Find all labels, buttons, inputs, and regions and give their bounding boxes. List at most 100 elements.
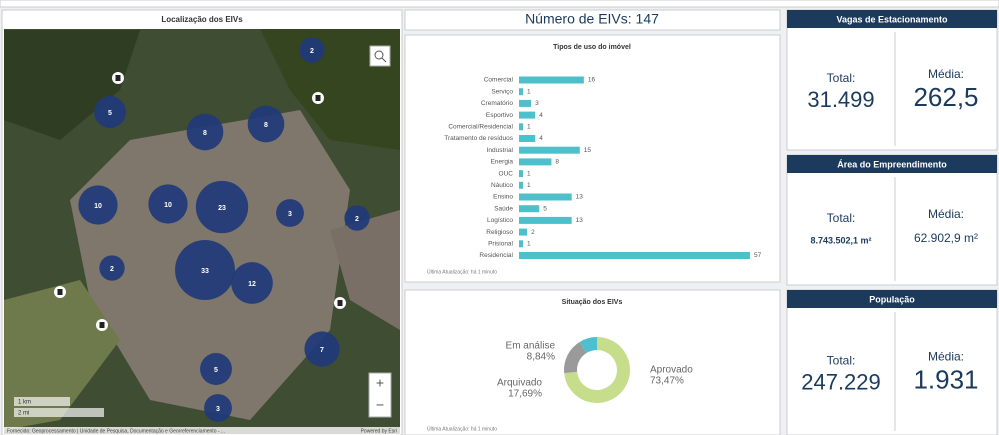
value-label: 13: [576, 194, 584, 201]
zoom-controls: [368, 372, 392, 418]
slice-label: 8,84%: [527, 352, 555, 363]
scale-mi: 2 mi: [18, 411, 29, 417]
stat-header: [787, 155, 997, 173]
stat-value: 247.229: [801, 369, 881, 394]
stat-title: Área do Empreendimento: [837, 159, 947, 169]
zoom-in[interactable]: +: [376, 375, 384, 391]
cluster-label: 2: [110, 266, 114, 273]
cluster: [304, 331, 340, 367]
bar: [519, 76, 584, 84]
cluster-label: 10: [94, 203, 102, 210]
forest: [4, 30, 140, 140]
pie-slice: [564, 341, 587, 374]
stat-panel: [786, 154, 998, 286]
stat-title: População: [869, 294, 915, 304]
marker-icon: [99, 322, 105, 328]
cluster: [204, 394, 232, 422]
bar: [519, 205, 540, 213]
cluster: [344, 205, 370, 231]
pie-slice: [579, 337, 597, 354]
cluster: [276, 199, 304, 227]
pie-title: Situação dos EIVs: [562, 299, 623, 306]
stat-title: Vagas de Estacionamento: [836, 14, 948, 24]
bar: [519, 240, 524, 248]
map-title: Localização dos EIVs: [161, 15, 243, 24]
category-label: Esportivo: [486, 112, 513, 119]
cluster-label: 8: [264, 122, 268, 129]
slice-name: Arquivado: [497, 378, 542, 389]
bar: [519, 146, 580, 154]
search-button[interactable]: [369, 45, 391, 67]
attribution-bar: [4, 427, 400, 435]
scale-km: 1 km: [18, 400, 31, 406]
cluster-label: 3: [288, 211, 292, 218]
pie-panel: [404, 289, 781, 435]
stat-label: Média:: [928, 207, 964, 221]
category-label: OUC: [499, 170, 514, 177]
category-label: Energia: [491, 159, 514, 166]
category-label: Náutico: [491, 182, 513, 189]
cluster-label: 2: [310, 48, 314, 55]
stat-value: 262,5: [913, 82, 978, 112]
map: + − 1 km 2 mi Fornecido: Geoprocessament…: [4, 29, 400, 435]
cluster: [175, 240, 235, 300]
stat-header: [787, 290, 997, 308]
powered-by: Powered by Esri: [361, 428, 397, 434]
pie-slice: [564, 337, 630, 404]
stat-value: 31.499: [807, 87, 874, 112]
stat-panel: [786, 289, 998, 435]
cluster: [186, 113, 224, 151]
zoom-out[interactable]: −: [376, 397, 384, 413]
marker-icon: [337, 300, 343, 306]
stat-value: 1.931: [913, 364, 978, 394]
stat-label: Média:: [928, 350, 964, 364]
cluster-label: 12: [248, 281, 256, 288]
cluster-label: 5: [108, 110, 112, 117]
slice-name: Aprovado: [650, 365, 693, 376]
cluster: [299, 37, 325, 63]
bar: [519, 111, 536, 119]
stat-label: Total:: [827, 71, 856, 85]
bar: [519, 123, 524, 131]
cluster-label: 2: [355, 216, 359, 223]
category-label: Residencial: [479, 252, 513, 259]
value-label: 1: [527, 124, 531, 131]
forest: [260, 29, 400, 150]
urban-area: [330, 210, 400, 330]
category-label: Tratamento de resíduos: [444, 135, 514, 142]
category-label: Saúde: [494, 205, 513, 212]
stat-panel: [786, 9, 998, 151]
attribution: Fornecido: Geoprocessamento | Unidade de…: [7, 428, 225, 434]
value-label: 1: [527, 241, 531, 248]
marker-icon: [315, 95, 321, 101]
bar: [519, 252, 750, 259]
cluster-label: 3: [216, 406, 220, 413]
cluster: [195, 180, 249, 234]
value-label: 1: [527, 88, 531, 95]
category-label: Comercial: [484, 77, 514, 84]
value-label: 3: [535, 100, 539, 107]
value-label: 4: [539, 112, 543, 119]
cluster-label: 5: [214, 367, 218, 374]
category-label: Serviço: [491, 88, 513, 95]
bar-footer: Última Atualização: há 1 minuto: [427, 268, 497, 275]
cluster: [148, 184, 188, 224]
value-label: 8: [555, 159, 559, 166]
bar: [519, 99, 532, 107]
value-label: 13: [576, 217, 584, 224]
marker-icon: [57, 289, 63, 295]
stat-label: Média:: [928, 67, 964, 81]
value-label: 2: [531, 229, 535, 236]
top-strip: [0, 0, 999, 8]
cluster-label: 23: [218, 205, 226, 212]
category-label: Crematório: [481, 100, 514, 107]
cluster: [200, 353, 232, 385]
bar: [519, 228, 528, 236]
category-label: Prisional: [488, 241, 513, 248]
marker-icon: [115, 75, 121, 81]
stat-label: Total:: [827, 211, 856, 225]
bar: [519, 181, 524, 189]
bar: [519, 158, 552, 166]
